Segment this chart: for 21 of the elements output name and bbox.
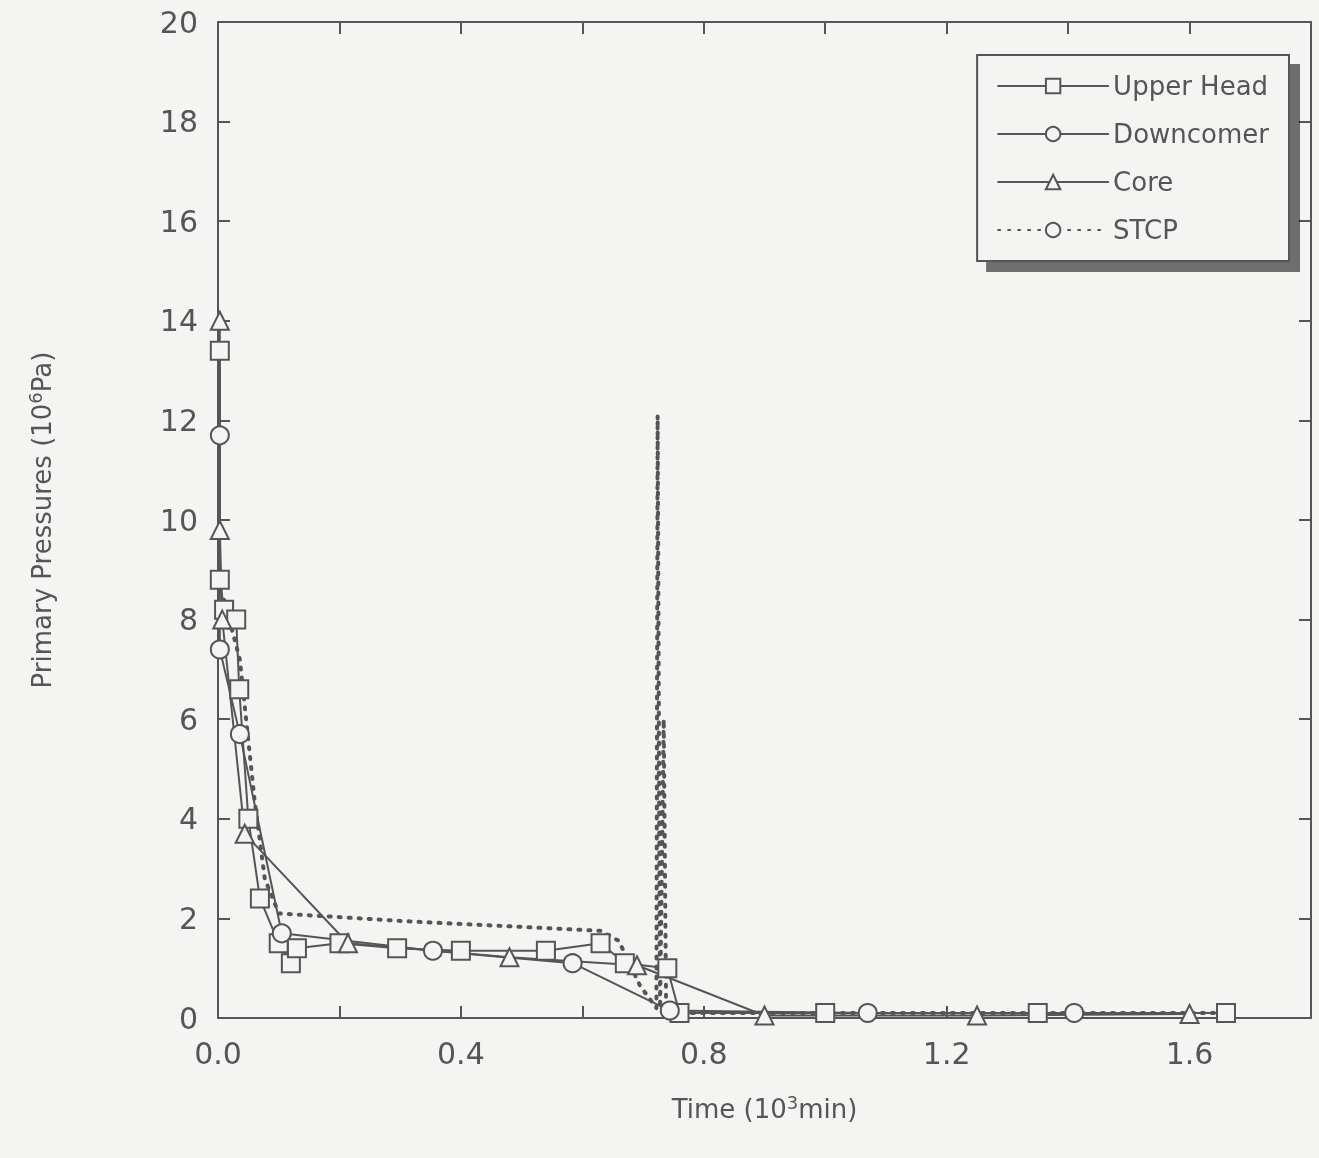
y-tick-label: 12 — [159, 402, 198, 438]
legend-label: Downcomer — [1113, 119, 1270, 149]
y-tick-label: 14 — [159, 303, 198, 339]
y-tick-label: 18 — [159, 104, 198, 140]
y-axis-title: Primary Pressures (106Pa) — [24, 351, 57, 689]
y-tick-label: 10 — [159, 502, 198, 538]
x-tick-label: 0.8 — [679, 1035, 728, 1071]
y-tick-label: 2 — [178, 900, 198, 936]
y-tick-label: 20 — [159, 4, 198, 40]
x-tick-label: 1.2 — [922, 1035, 971, 1071]
y-tick-label: 4 — [178, 801, 198, 837]
x-tick-label: 1.6 — [1165, 1035, 1214, 1071]
x-tick-label: 0.4 — [437, 1035, 485, 1071]
y-tick-label: 0 — [178, 1000, 198, 1036]
legend-label: Core — [1113, 167, 1174, 197]
y-tick-label: 16 — [159, 203, 198, 239]
legend-label: Upper Head — [1113, 71, 1269, 101]
y-tick-label: 8 — [178, 602, 198, 638]
legend-label: STCP — [1113, 215, 1178, 245]
x-tick-label: 0.0 — [194, 1035, 242, 1071]
y-tick-label: 6 — [178, 701, 198, 737]
